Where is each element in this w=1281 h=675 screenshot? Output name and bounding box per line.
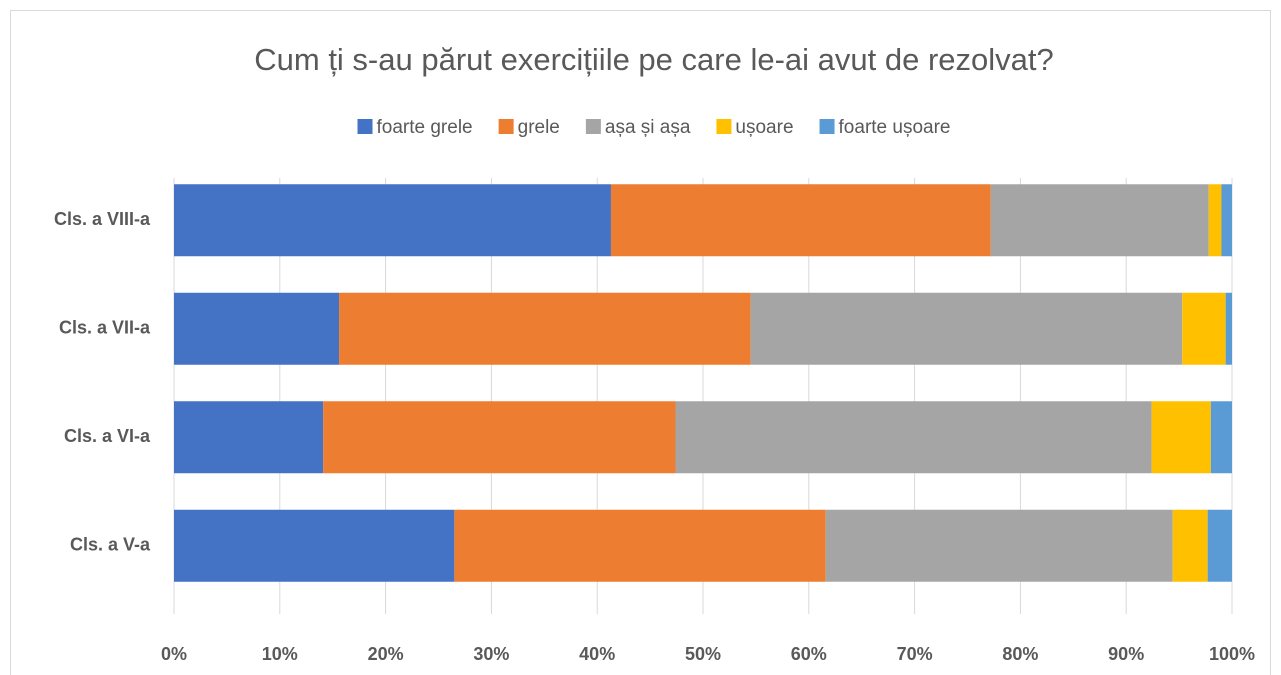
x-tick-label: 50% [685,644,721,664]
x-tick-label: 40% [579,644,615,664]
x-tick-label: 70% [897,644,933,664]
bar-segment [323,401,676,474]
x-tick-label: 90% [1108,644,1144,664]
legend-label: ușoare [735,117,793,138]
bar-segment [1210,401,1232,474]
legend-label: foarte grele [377,117,473,138]
x-tick-label: 60% [791,644,827,664]
y-tick-label: Cls. a VII-a [59,318,151,338]
x-tick-label: 0% [161,644,187,664]
bar-segment [990,184,1209,257]
y-tick-label: Cls. a VI-a [64,426,151,446]
y-tick-label: Cls. a V-a [70,535,151,555]
bar-segment [1225,292,1232,365]
bar-segment [339,292,751,365]
legend-swatch [716,119,732,134]
x-tick-label: 10% [262,644,298,664]
x-tick-label: 30% [473,644,509,664]
legend-label: foarte ușoare [839,117,951,138]
bar-segment [1221,184,1232,257]
legend: foarte grele grele așa și așa ușoare foarte … [357,117,951,138]
bar-segment [610,184,991,257]
legend-swatch [819,119,835,134]
bar-segment [174,401,324,474]
bar-segment [675,401,1152,474]
chart-title: Cum ți s-au părut exercițiile pe care le… [254,42,1053,77]
bar-segment [750,292,1183,365]
legend-swatch [357,119,373,134]
bar-segment [825,509,1173,582]
y-tick-label: Cls. a VIII-a [54,209,151,229]
legend-swatch [498,119,514,134]
x-tick-label: 20% [368,644,404,664]
x-tick-label: 100% [1209,644,1255,664]
bar-segment [1172,509,1208,582]
bar-segment [1182,292,1226,365]
bar-segment [454,509,826,582]
bar-segment [1207,509,1232,582]
bar-segment [174,184,611,257]
bar-segment [174,292,340,365]
legend-label: așa și așa [605,117,691,138]
x-tick-label: 80% [1002,644,1038,664]
bar-segment [1151,401,1211,474]
bar-segment [1208,184,1222,257]
legend-swatch [585,119,601,134]
bar-segment [174,509,455,582]
legend-label: grele [518,117,560,138]
